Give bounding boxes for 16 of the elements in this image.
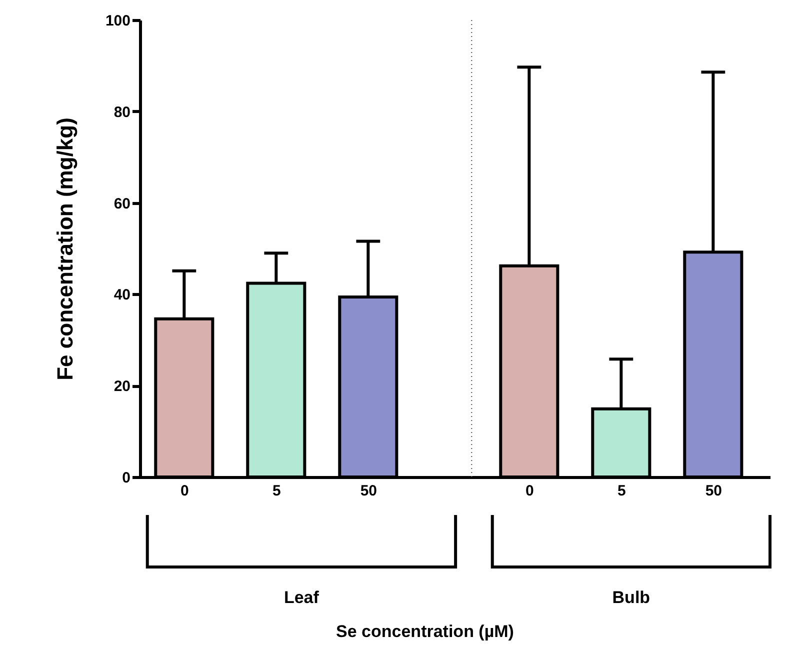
y-tick-label: 80 <box>114 104 130 121</box>
text: Bulb <box>612 588 650 607</box>
x-tick-label: 50 <box>705 482 722 500</box>
text: Se concentration (µM) <box>336 622 514 641</box>
y-tick-label: 0 <box>122 470 130 486</box>
x-tick-label: 0 <box>525 482 534 500</box>
y-tick-label: 60 <box>114 195 130 212</box>
x-tick-label: 5 <box>617 482 626 500</box>
text: Leaf <box>284 588 320 607</box>
y-tick-label: 100 <box>105 12 130 30</box>
x-tick-label: 5 <box>272 482 281 500</box>
y-axis-title: Fe concentration (mg/kg) <box>52 118 78 380</box>
y-tick-label: 20 <box>114 378 130 396</box>
x-tick-label: 50 <box>360 482 378 500</box>
x-tick-label: 0 <box>180 482 189 500</box>
y-tick-label: 40 <box>114 286 130 304</box>
